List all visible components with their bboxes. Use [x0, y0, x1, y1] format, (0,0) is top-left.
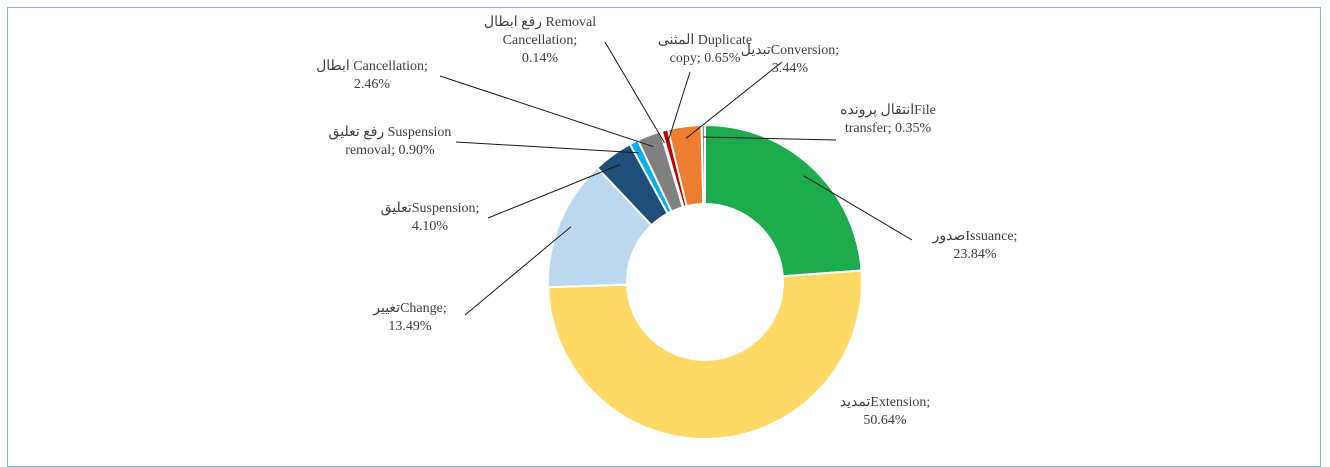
value-label: 13.49% [388, 319, 432, 334]
value-label: 0.14% [521, 51, 559, 66]
value-label: 50.64% [863, 413, 907, 428]
category-label: تعلیقSuspension; [380, 201, 480, 216]
value-label: 0.90% [398, 143, 435, 158]
leader-line [803, 175, 913, 241]
category-label: انتقال پروندهFile transfer; [840, 103, 936, 136]
value-label: 0.35% [894, 121, 932, 136]
leader-line [487, 164, 621, 219]
data-label: تعلیقSuspension; 4.10% [381, 200, 480, 236]
chart [439, 41, 913, 440]
category-label: رفع تعلیق Suspension removal; [328, 125, 452, 158]
category-label: تمدیدExtension; [839, 395, 931, 410]
data-label: صدورIssuance; 23.84% [933, 228, 1018, 264]
donut-slice [547, 269, 863, 440]
value-label: 23.84% [953, 247, 997, 262]
category-label: صدورIssuance; [932, 229, 1018, 244]
category-label: تبدیلConversion; [740, 43, 840, 58]
leader-line [464, 226, 572, 316]
value-label: 4.10% [411, 219, 449, 234]
leader-line [703, 136, 837, 141]
data-label: تمدیدExtension; 50.64% [840, 394, 930, 430]
donut-slice [704, 123, 863, 278]
leader-line [439, 75, 654, 148]
data-label: تبدیلConversion; 3.44% [741, 42, 839, 78]
data-label: ابطال Cancellation; 2.46% [316, 58, 428, 94]
page: {"chart_data": {"type": "donut", "catego… [7, 7, 1321, 467]
data-label: انتقال پروندهFile transfer; 0.35% [840, 102, 936, 138]
leader-line [604, 41, 665, 144]
category-label: ابطال Cancellation; [316, 59, 428, 74]
category-label: المثنی Duplicate copy; [657, 33, 753, 66]
leader-line [685, 61, 783, 139]
data-label: المثنی Duplicate copy; 0.65% [658, 32, 752, 68]
category-label: رفع ابطال Removal Cancellation; [483, 15, 597, 48]
value-label: 2.46% [353, 77, 391, 92]
category-label: تغییرChange; [373, 301, 447, 316]
leader-line [667, 71, 691, 142]
data-label: تغییرChange; 13.49% [373, 300, 446, 336]
data-label: رفع ابطال Removal Cancellation; 0.14% [484, 14, 596, 68]
value-label: 3.44% [771, 61, 809, 76]
leader-line [455, 141, 640, 154]
value-label: 0.65% [704, 51, 741, 66]
data-label: رفع تعلیق Suspension removal; 0.90% [329, 124, 452, 160]
